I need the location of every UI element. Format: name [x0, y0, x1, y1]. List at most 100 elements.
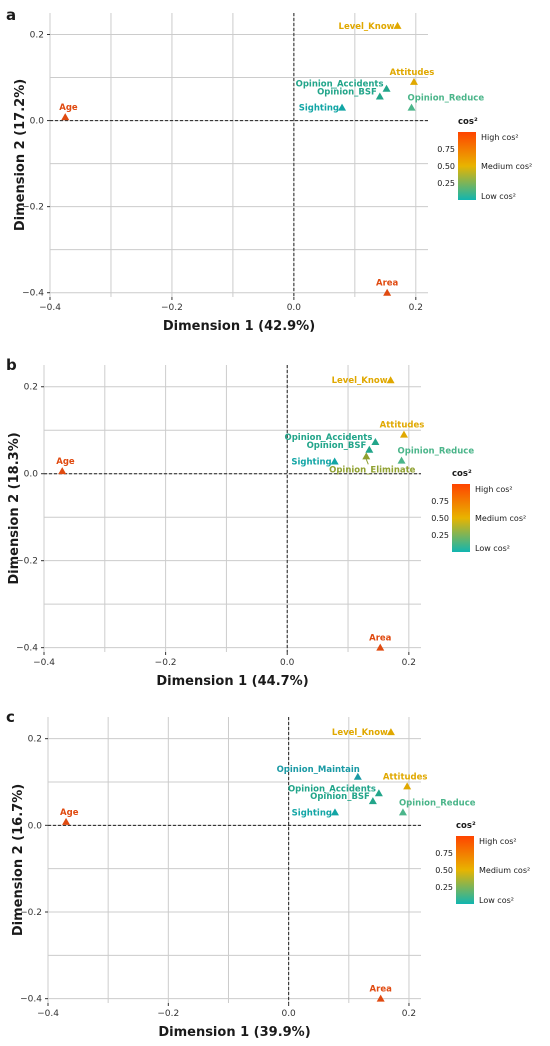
point-label-level-know: Level_Know	[332, 376, 388, 386]
x-tick-label: −0.2	[157, 1009, 179, 1019]
legend-high-label: High cos²	[481, 133, 519, 142]
grid-lines	[43, 365, 421, 652]
point-label-opinion-accidents: Opinion_Accidents	[288, 784, 376, 794]
legend-tick-label: 0.25	[431, 531, 449, 540]
point-marker-area	[383, 288, 392, 296]
point-marker-opinion-bsf	[368, 797, 377, 805]
point-label-level-know: Level_Know	[339, 22, 395, 32]
legend-title: cos²	[452, 469, 472, 479]
y-tick-label: −0.4	[16, 644, 38, 654]
y-tick-label: −0.2	[22, 203, 44, 213]
legend-tick-label: 0.25	[435, 883, 453, 892]
legend-tick-label: 0.75	[435, 849, 453, 858]
point-marker-sighting	[330, 808, 339, 816]
panel-letter: b	[6, 356, 17, 374]
y-tick-label: −0.4	[20, 995, 42, 1005]
y-tick-label: 0.2	[30, 31, 44, 41]
point-marker-opinion-bsf	[375, 92, 384, 100]
y-tick-label: −0.2	[16, 557, 38, 567]
point-label-sighting: Sighting	[292, 808, 332, 818]
x-tick-label: −0.2	[161, 303, 183, 313]
legend-tick-label: 0.50	[437, 162, 455, 171]
point-label-opinion-maintain: Opinion_Maintain	[277, 765, 360, 775]
point-marker-opinion-accidents	[382, 84, 391, 92]
panel-c: −0.4 −0.2 0.0 0.2 0.2 0.0 −0.2 −0.4 Dimension 1 …	[6, 708, 530, 1040]
x-tick-label: 0.2	[402, 1009, 416, 1019]
y-tick-label: −0.4	[22, 289, 44, 299]
point-label-opinion-reduce: Opinion_Reduce	[408, 94, 485, 104]
data-points: Level_Know Opinion_Maintain Attitudes Opini…	[60, 728, 476, 1002]
point-marker-opinion-eliminate	[362, 452, 371, 460]
point-label-opinion-accidents: Opinion_Accidents	[296, 80, 384, 90]
x-tick-label: −0.2	[155, 658, 177, 668]
legend-high-label: High cos²	[479, 837, 517, 846]
point-marker-attitudes	[399, 430, 408, 438]
y-tick-label: 0.2	[28, 735, 42, 745]
x-tick-label: 0.0	[280, 658, 295, 668]
cos2-legend: cos² 0.75 0.50 0.25 High cos² Medium cos² Low …	[437, 117, 532, 201]
point-marker-opinion-reduce	[407, 103, 416, 111]
cos2-legend: cos² 0.75 0.50 0.25 High cos² Medium cos² Low …	[431, 469, 526, 553]
legend-low-label: Low cos²	[479, 896, 514, 905]
y-tick-label: −0.2	[20, 908, 42, 918]
point-marker-age	[61, 113, 70, 121]
point-marker-age	[58, 467, 67, 475]
panel-a: −0.4 −0.2 0.0 0.2 0.2 0.0 −0.2 −0.4 Dimension 1 …	[6, 6, 532, 334]
point-label-age: Age	[59, 103, 78, 113]
point-label-sighting: Sighting	[291, 458, 331, 468]
point-marker-level-know	[393, 21, 402, 29]
y-tick-label: 0.0	[24, 470, 39, 480]
legend-medium-label: Medium cos²	[479, 866, 530, 875]
legend-color-bar	[452, 484, 470, 552]
point-label-opinion-reduce: Opinion_Reduce	[399, 798, 476, 808]
grid-lines	[47, 717, 421, 1003]
point-marker-level-know	[386, 376, 395, 384]
legend-title: cos²	[456, 821, 476, 831]
point-marker-attitudes	[409, 77, 418, 85]
point-label-opinion-bsf: Opinion_BSF	[310, 792, 370, 802]
point-marker-opinion-bsf	[365, 445, 374, 453]
legend-tick-label: 0.50	[435, 866, 453, 875]
point-marker-area	[376, 643, 385, 651]
point-label-area: Area	[376, 279, 399, 289]
point-label-opinion-accidents: Opinion_Accidents	[284, 433, 372, 443]
panel-b: −0.4 −0.2 0.0 0.2 0.2 0.0 −0.2 −0.4 Dimension 1 …	[6, 356, 526, 689]
panel-letter: c	[6, 708, 15, 726]
point-marker-age	[62, 817, 71, 825]
point-label-area: Area	[369, 634, 392, 644]
cos2-legend: cos² 0.75 0.50 0.25 High cos² Medium cos² Low …	[435, 821, 530, 905]
point-label-attitudes: Attitudes	[390, 68, 435, 78]
y-tick-label: 0.0	[30, 117, 45, 127]
x-axis-title: Dimension 1 (39.9%)	[158, 1025, 310, 1040]
x-tick-label: 0.0	[281, 1009, 296, 1019]
legend-low-label: Low cos²	[475, 544, 510, 553]
legend-tick-label: 0.75	[437, 145, 455, 154]
legend-medium-label: Medium cos²	[481, 162, 532, 171]
point-label-age: Age	[60, 808, 79, 818]
legend-tick-label: 0.50	[431, 514, 449, 523]
x-tick-label: −0.4	[39, 303, 61, 313]
point-marker-opinion-maintain	[353, 772, 362, 780]
legend-tick-label: 0.25	[437, 179, 455, 188]
point-label-attitudes: Attitudes	[380, 421, 425, 431]
y-tick-label: 0.2	[24, 383, 38, 393]
x-axis-title: Dimension 1 (44.7%)	[156, 674, 308, 689]
legend-color-bar	[456, 836, 474, 904]
x-tick-label: −0.4	[37, 1009, 59, 1019]
point-marker-opinion-reduce	[397, 456, 406, 464]
legend-title: cos²	[458, 117, 478, 127]
point-label-opinion-reduce: Opinion_Reduce	[398, 447, 475, 457]
point-label-level-know: Level_Know	[332, 728, 388, 738]
point-marker-opinion-accidents	[371, 437, 380, 445]
point-marker-opinion-reduce	[398, 808, 407, 816]
point-label-area: Area	[370, 985, 393, 995]
y-axis-title: Dimension 2 (16.7%)	[11, 784, 26, 936]
point-label-opinion-eliminate: Opinion_Eliminate	[329, 465, 416, 475]
data-points: Level_Know Attitudes Opinion_Accidents Opin…	[59, 21, 485, 296]
x-axis-title: Dimension 1 (42.9%)	[163, 319, 315, 334]
y-axis-title: Dimension 2 (17.2%)	[13, 79, 28, 231]
x-tick-label: 0.0	[287, 303, 302, 313]
legend-color-bar	[458, 132, 476, 200]
